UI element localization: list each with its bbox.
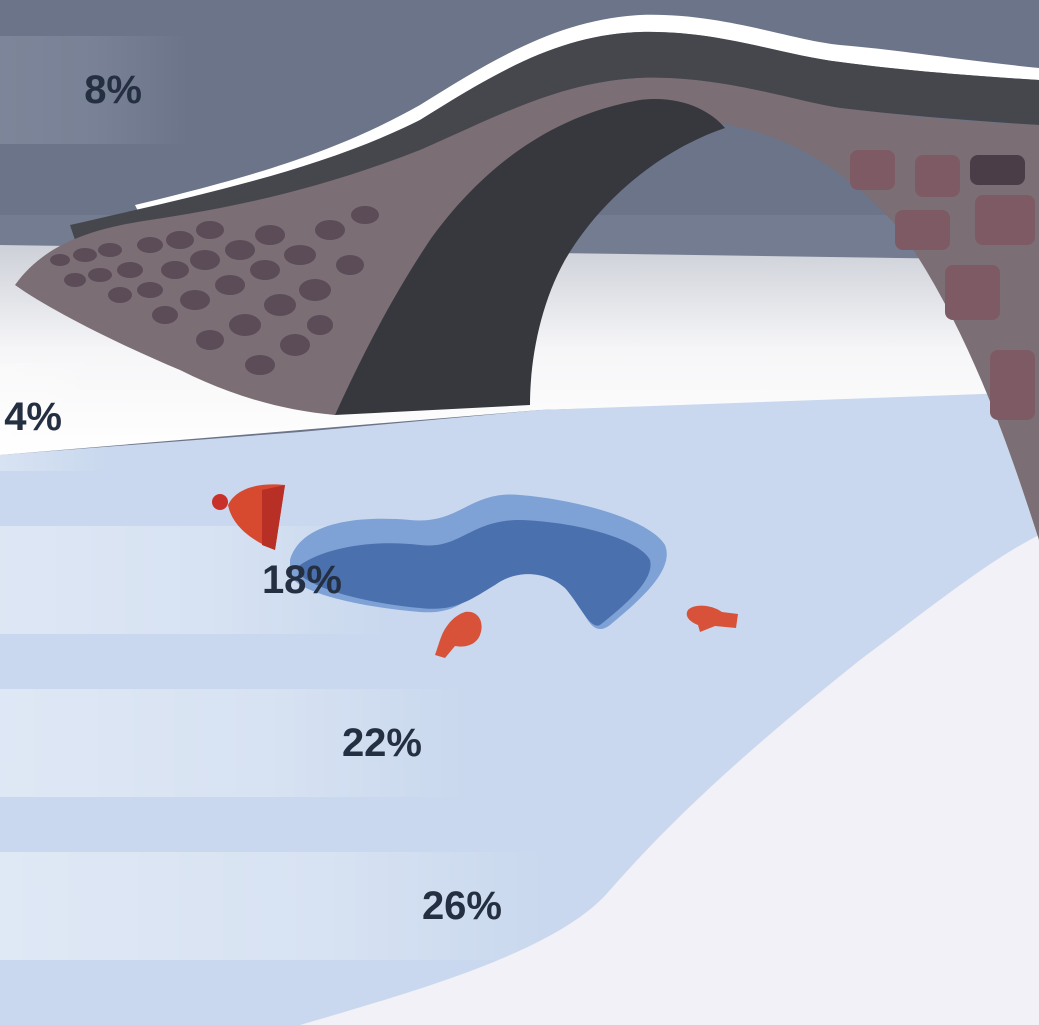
- red-mitten-icon: [686, 605, 738, 632]
- bridge-arch: [335, 99, 725, 415]
- red-hat-icon: [212, 484, 285, 550]
- bar: [0, 852, 550, 960]
- bridge-stones-left: [50, 206, 379, 375]
- bridge-stones-right: [850, 150, 1035, 420]
- bar-value-label: 22%: [341, 721, 422, 765]
- bar-value-label: 26%: [421, 884, 502, 928]
- bars: [0, 36, 550, 960]
- near-snow-bank: [300, 535, 1039, 1025]
- bar: [0, 689, 470, 797]
- bridge-icon: [15, 14, 1039, 540]
- bar: [0, 36, 190, 144]
- red-mitten-icon: [435, 611, 482, 658]
- bar: [0, 363, 110, 471]
- bar-value-label: 18%: [261, 558, 342, 602]
- ice-hole-icon: [290, 494, 667, 630]
- bar-value-label: 8%: [84, 68, 142, 112]
- bar-value-label: 4%: [4, 395, 62, 439]
